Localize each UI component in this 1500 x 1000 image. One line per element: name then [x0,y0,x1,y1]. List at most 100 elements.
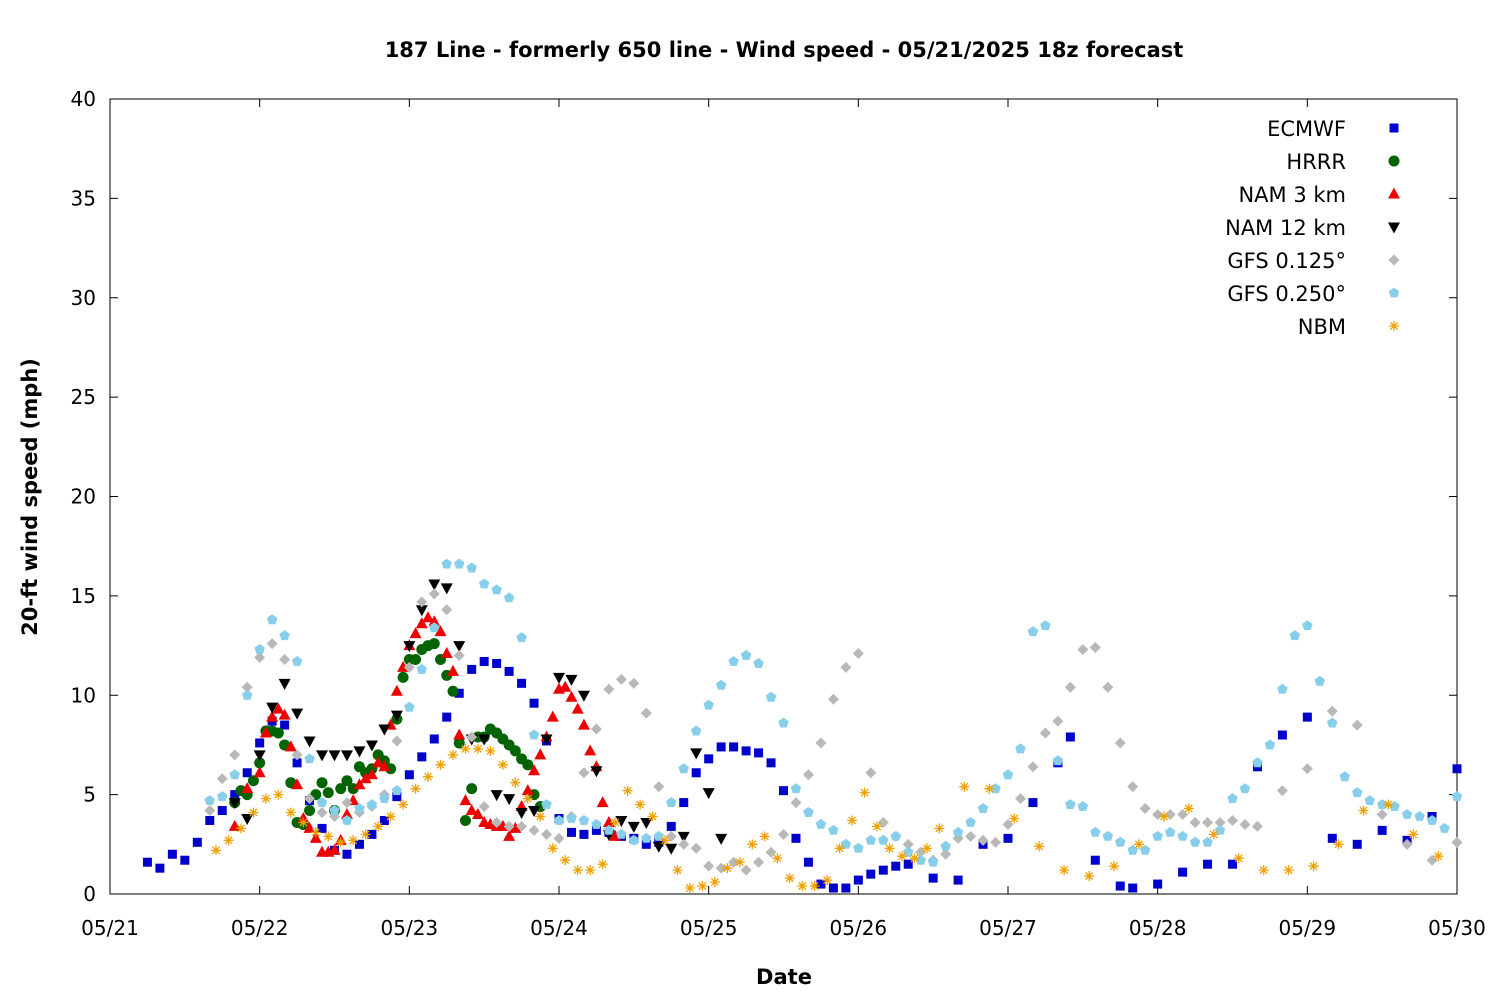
data-point [909,853,920,864]
y-tick-label: 40 [71,87,96,111]
legend-marker [1389,123,1399,133]
data-point [840,661,852,673]
data-point [690,748,703,760]
data-point [740,864,752,876]
data-point [547,843,558,854]
data-point [753,658,764,668]
data-point [1252,757,1263,768]
data-point [278,708,291,720]
data-point [841,883,851,893]
data-point [652,841,665,853]
data-point [467,664,477,674]
data-point [1039,727,1051,739]
data-point [435,759,446,770]
data-point [403,641,416,653]
data-point [422,611,435,623]
data-point [316,750,329,762]
data-point [1134,839,1144,850]
legend-label: HRRR [1286,150,1346,174]
data-point [266,638,278,650]
data-point [517,678,527,688]
data-point [1227,814,1238,826]
data-point [1089,642,1101,654]
data-point [847,815,858,826]
data-point [341,815,353,825]
data-point [579,829,589,839]
data-point [509,745,521,757]
data-point [253,750,266,762]
data-point [322,787,334,799]
data-point [828,824,839,835]
data-point [878,865,888,875]
data-point [485,745,496,756]
data-point [934,823,945,834]
data-point [1202,836,1213,847]
data-point [303,821,316,833]
y-tick-label: 0 [83,882,96,906]
data-point [628,677,640,689]
data-point [428,579,441,591]
data-point [790,783,802,794]
data-point [803,857,813,867]
data-point [1158,811,1169,822]
data-point [304,753,315,764]
data-point [952,826,964,837]
data-point [516,820,528,832]
data-point [304,793,316,805]
data-point [716,742,726,752]
data-point [242,768,252,778]
x-tick-label: 05/26 [830,916,888,940]
data-point [403,661,415,673]
data-point [577,690,590,702]
data-point [622,785,633,796]
data-point [1164,809,1176,820]
data-point [515,808,528,820]
data-point [959,781,970,792]
data-point [1277,730,1287,740]
data-point [691,725,702,736]
data-point [410,653,422,665]
data-point [453,641,466,653]
data-point [1426,854,1438,866]
data-point [1277,683,1288,694]
y-tick-label: 30 [71,286,96,310]
data-point [415,605,428,617]
data-point [865,767,877,779]
data-point [647,811,658,822]
data-point [940,840,951,851]
data-point [546,710,559,722]
data-point [447,685,459,697]
data-point [328,843,341,855]
data-point [540,734,553,746]
data-point [372,756,385,768]
data-point [1178,867,1188,877]
data-point [827,693,839,705]
data-point [279,653,291,665]
data-point [1352,839,1362,849]
data-point [223,835,234,846]
data-point [541,799,552,809]
y-axis: 0 5 10 15 20 25 30 35 40 [71,87,1457,906]
data-point [791,833,801,843]
data-point [1327,833,1337,843]
data-point [1377,825,1387,835]
data-point [478,734,491,746]
data-point [205,815,215,825]
data-point [577,718,590,730]
data-point [640,707,652,719]
data-point [391,785,403,796]
legend-label: GFS 0.250° [1227,282,1346,306]
data-point [1202,816,1214,828]
data-point [1326,705,1338,717]
x-axis: 05/21 05/22 05/23 05/24 05/25 05/26 05/27 05/28… [81,99,1486,940]
data-point [603,824,615,835]
data-point [1439,822,1450,833]
data-point [772,853,783,864]
data-point [1451,791,1463,802]
data-point [1183,803,1194,814]
data-point [921,843,932,854]
data-point [809,881,820,891]
data-point [578,767,590,779]
data-point [1276,785,1288,797]
data-point [1102,681,1114,693]
